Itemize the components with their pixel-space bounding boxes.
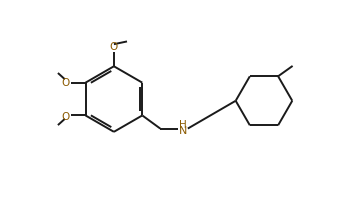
Text: O: O	[110, 42, 118, 52]
Text: O: O	[61, 78, 70, 88]
Text: N: N	[179, 126, 188, 136]
Text: H: H	[179, 120, 187, 130]
Text: O: O	[61, 111, 70, 121]
